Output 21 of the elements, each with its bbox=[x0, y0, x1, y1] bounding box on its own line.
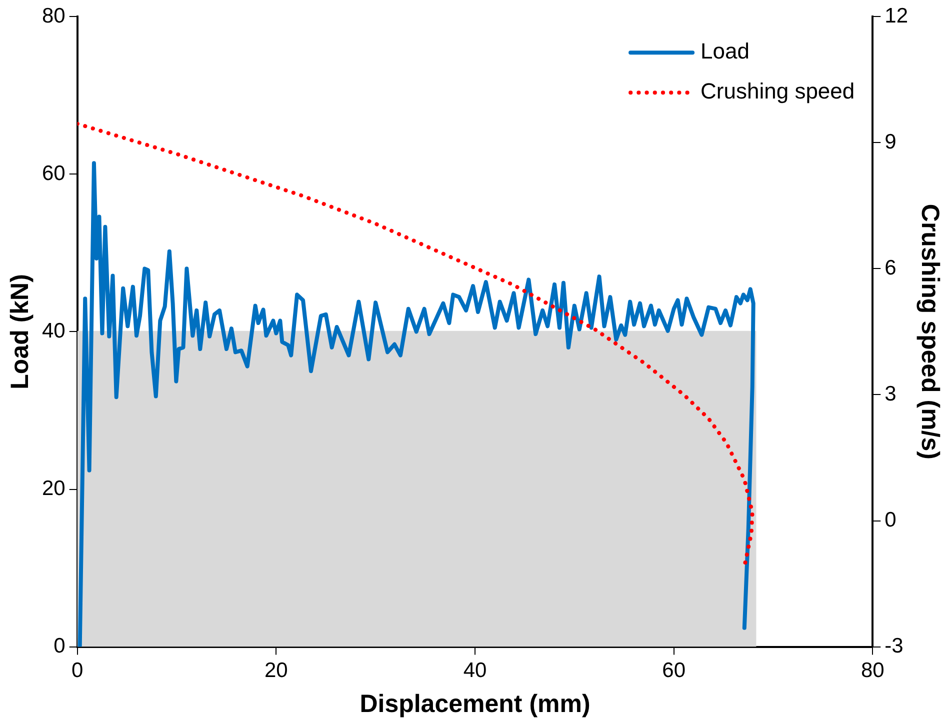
y2-tick-label: -3 bbox=[884, 634, 904, 658]
legend-label: Load bbox=[700, 38, 750, 64]
y-axis-title: Load (kN) bbox=[6, 274, 34, 390]
y2-tick-label: 9 bbox=[884, 130, 896, 154]
x-tick-label: 40 bbox=[463, 659, 487, 682]
x-tick-label: 0 bbox=[72, 659, 84, 682]
y2-tick-label: 3 bbox=[884, 382, 896, 406]
x-tick-label: 60 bbox=[662, 659, 686, 682]
y-tick-label: 60 bbox=[42, 162, 66, 185]
y2-tick-label: 6 bbox=[884, 256, 896, 280]
y2-axis-title: Crushing speed (m/s) bbox=[916, 204, 944, 460]
y-tick-label: 40 bbox=[42, 319, 66, 342]
y2-tick-label: 0 bbox=[884, 508, 896, 532]
y-tick-label: 0 bbox=[54, 634, 66, 658]
y-tick-label: 20 bbox=[42, 477, 66, 500]
y-tick-label: 80 bbox=[42, 4, 66, 28]
x-tick-label: 20 bbox=[264, 659, 288, 682]
legend-label: Crushing speed bbox=[700, 78, 855, 104]
y2-tick-label: 12 bbox=[884, 4, 908, 28]
x-axis-title: Displacement (mm) bbox=[360, 690, 590, 718]
x-tick-label: 80 bbox=[860, 659, 884, 682]
